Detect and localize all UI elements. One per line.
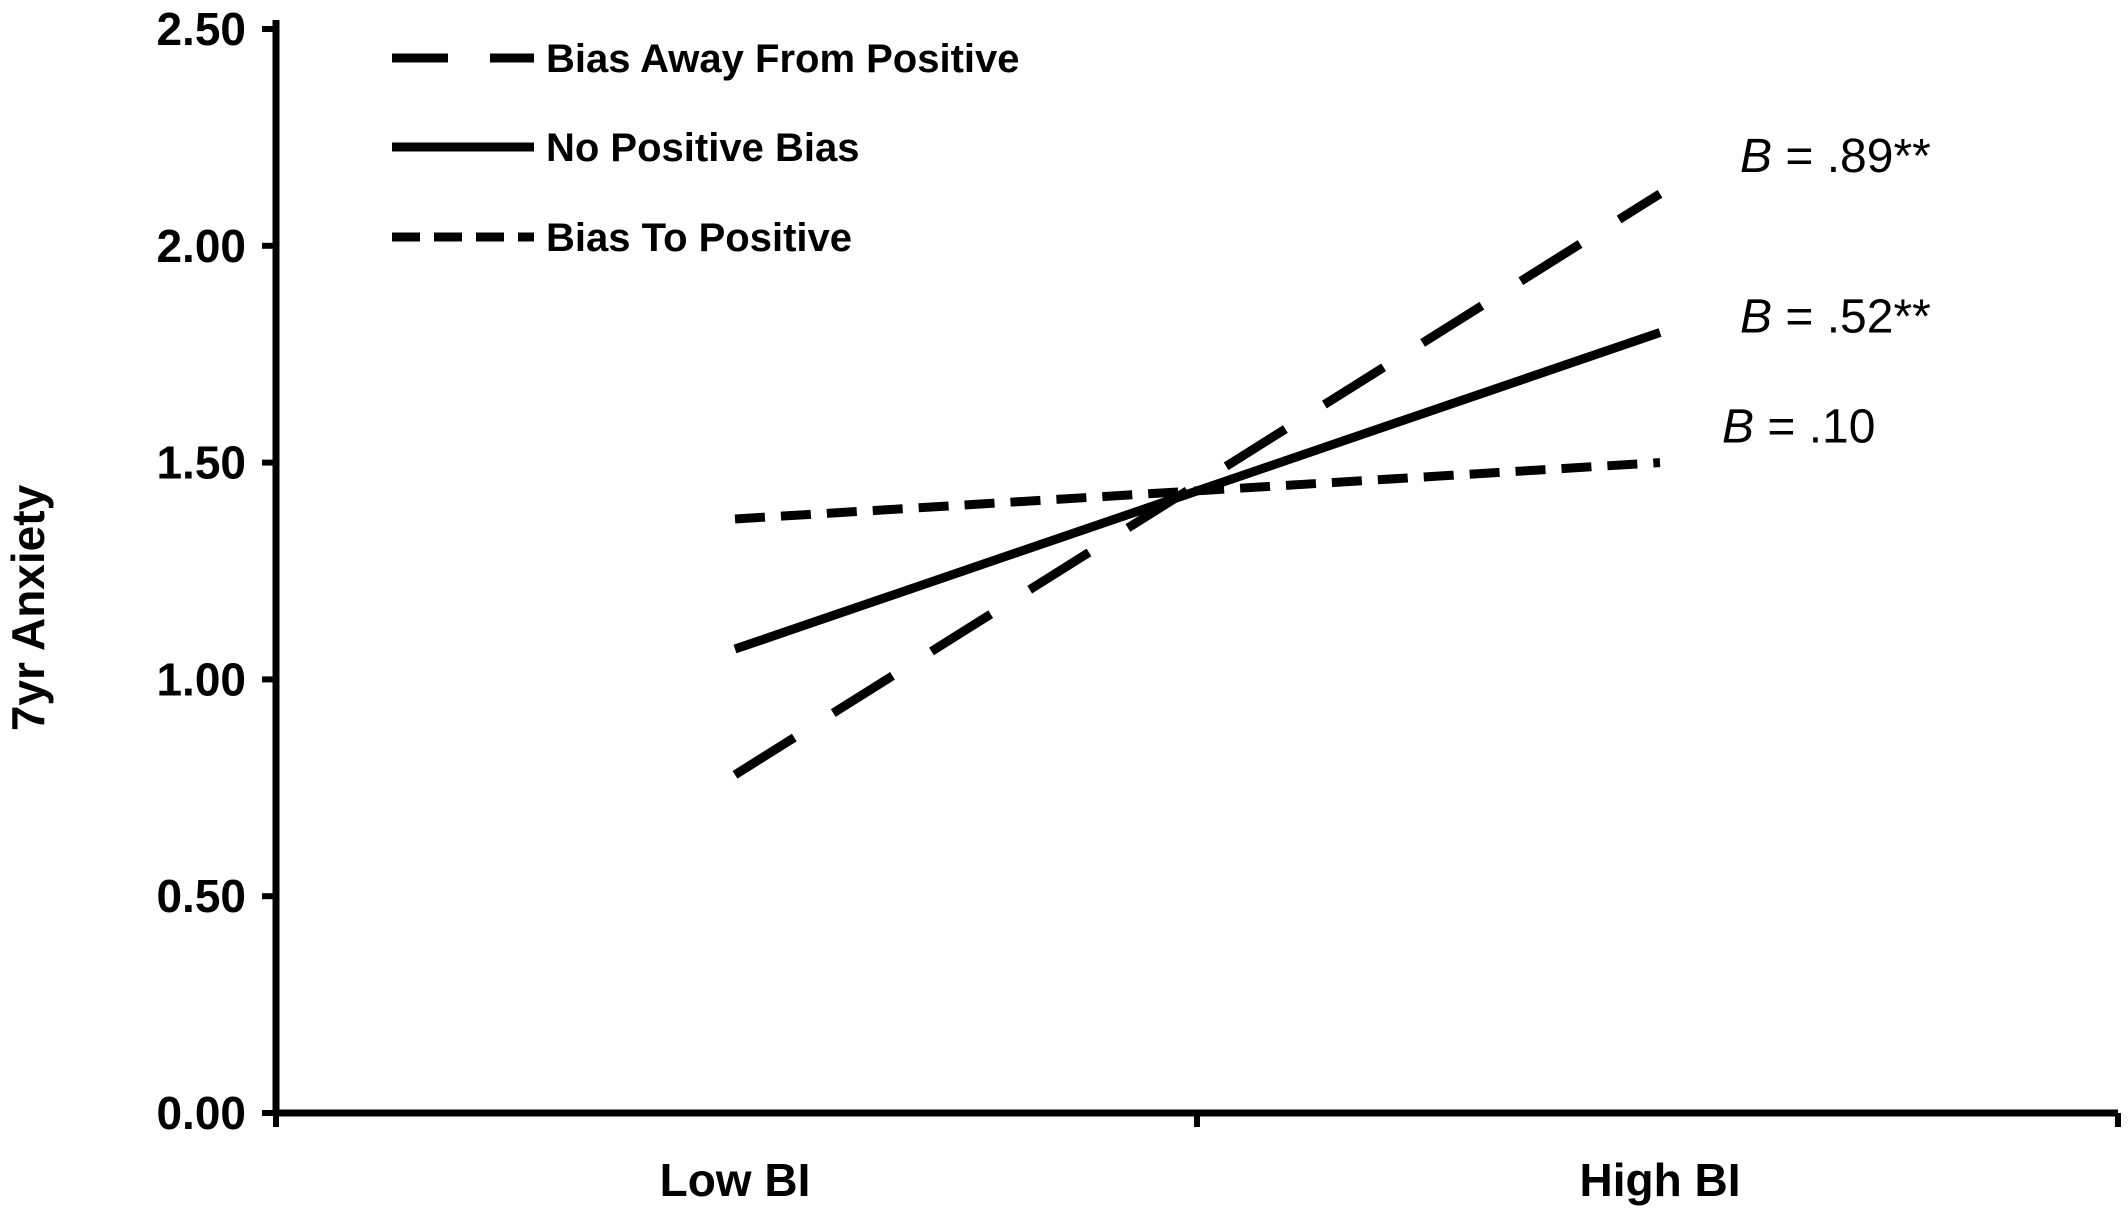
legend-label-3: Bias To Positive [546,216,852,260]
x-axis-ticks: Low BI High BI [273,1113,2121,1206]
series-line-1 [732,189,1663,779]
slope-annotations: B = .89** B = .52** B = .10 [1722,130,1931,454]
y-axis-ticks: 0.00 0.50 1.00 1.50 2.00 2.50 [156,3,276,1139]
x-tick-label: Low BI [660,1154,811,1206]
x-tick-label: High BI [1580,1154,1741,1206]
legend-label-1: Bias Away From Positive [546,37,1020,81]
y-tick-label: 1.50 [156,437,246,489]
slope-annotation-3: B = .10 [1722,401,1875,454]
y-tick-label: 0.50 [156,870,246,922]
axes [272,20,2118,1117]
legend-label-2: No Positive Bias [546,126,859,170]
slope-annotation-1: B = .89** [1740,130,1931,183]
slope-annotation-2: B = .52** [1740,291,1931,344]
series-line-3 [734,458,1661,524]
y-tick-label: 2.50 [156,3,246,55]
y-tick-label: 0.00 [156,1087,246,1139]
series-lines [732,189,1663,779]
legend: Bias Away From Positive No Positive Bias B… [392,37,1020,260]
y-tick-label: 1.00 [156,653,246,705]
y-tick-label: 2.00 [156,220,246,272]
y-axis-title: 7yr Anxiety [2,484,54,731]
